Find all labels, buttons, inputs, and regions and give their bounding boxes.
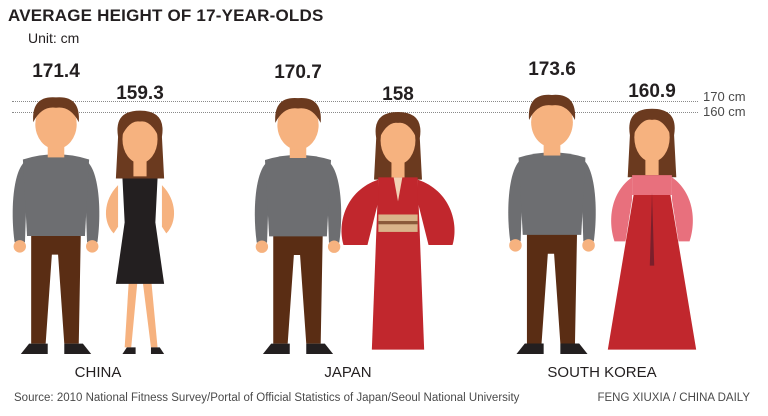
reference-label-160: 160 cm bbox=[703, 104, 746, 119]
male-figure-china bbox=[12, 97, 100, 354]
female-value-label: 158 bbox=[382, 84, 414, 106]
female-figure-japan bbox=[341, 112, 455, 350]
country-label: SOUTH KOREA bbox=[547, 364, 657, 381]
male-value-label: 171.4 bbox=[32, 61, 80, 83]
reference-line-170 bbox=[12, 101, 698, 102]
male-figure-japan bbox=[254, 98, 342, 354]
male-figure-south-korea bbox=[508, 94, 596, 354]
unit-label: Unit: cm bbox=[28, 30, 80, 46]
reference-line-160 bbox=[12, 112, 698, 113]
male-value-label: 173.6 bbox=[528, 59, 576, 81]
chart-title: AVERAGE HEIGHT OF 17-YEAR-OLDS bbox=[8, 6, 324, 25]
female-value-label: 159.3 bbox=[116, 82, 164, 104]
credit-note: FENG XIUXIA / CHINA DAILY bbox=[597, 392, 750, 404]
source-note: Source: 2010 National Fitness Survey/Por… bbox=[14, 392, 520, 404]
country-label: CHINA bbox=[74, 364, 122, 381]
country-label: JAPAN bbox=[324, 364, 372, 381]
male-value-label: 170.7 bbox=[274, 62, 322, 84]
female-value-label: 160.9 bbox=[628, 81, 676, 102]
reference-label-170: 170 cm bbox=[703, 89, 746, 104]
female-figure-china bbox=[105, 110, 175, 354]
female-figure-south-korea bbox=[607, 108, 697, 350]
